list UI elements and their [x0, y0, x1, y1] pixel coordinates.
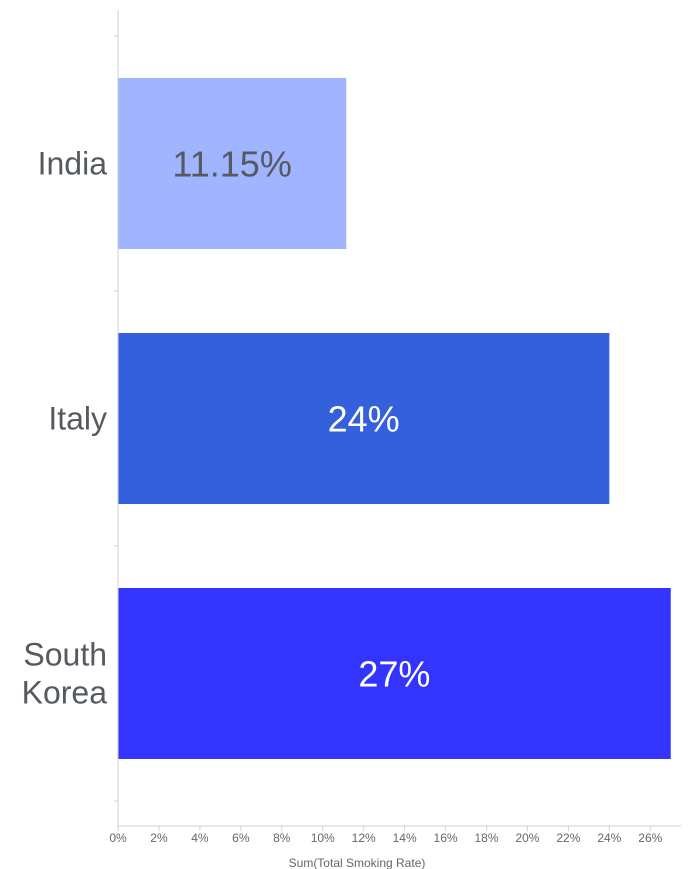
x-tick-label: 0% — [109, 831, 127, 845]
x-tick-label: 24% — [597, 831, 621, 845]
category-label: India — [38, 146, 108, 182]
bars-group — [118, 78, 671, 759]
bar — [118, 78, 347, 249]
category-label: South Korea — [22, 637, 108, 711]
x-tick-label: 6% — [232, 831, 250, 845]
x-tick-label: 22% — [556, 831, 580, 845]
bar-value-label: 24% — [328, 399, 400, 440]
x-tick-label: 10% — [311, 831, 335, 845]
x-tick-label: 2% — [150, 831, 168, 845]
x-tick-label: 14% — [393, 831, 417, 845]
x-tick-label: 8% — [273, 831, 291, 845]
labels-group: 0% 2% 4% 6% 8% 10% 12% 14% 16% 18% 20% 22% 24% 26% 11.… — [22, 144, 663, 846]
bar-value-label: 27% — [358, 654, 430, 695]
x-tick-label: 26% — [638, 831, 662, 845]
x-tick-label: 12% — [352, 831, 376, 845]
x-axis-title: Sum(Total Smoking Rate) — [289, 856, 426, 869]
x-tick-label: 16% — [434, 831, 458, 845]
x-tick-label: 4% — [191, 831, 209, 845]
axes-group — [114, 10, 681, 831]
bar — [118, 333, 610, 504]
bar — [118, 588, 671, 759]
bar-value-label: 11.15% — [172, 144, 291, 185]
category-label: Italy — [48, 401, 107, 437]
x-tick-label: 18% — [474, 831, 498, 845]
x-tick-label: 20% — [515, 831, 539, 845]
